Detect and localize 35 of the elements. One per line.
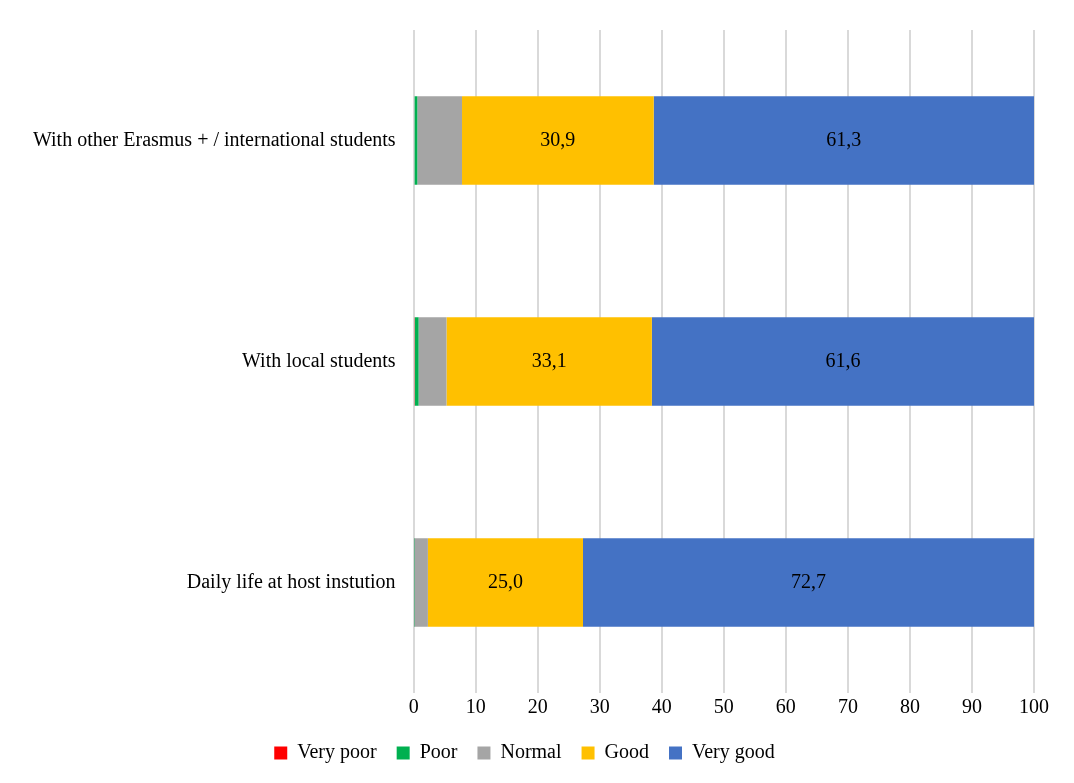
data-label: 25,0: [487, 569, 523, 592]
bar: [427, 538, 583, 627]
legend-label: Very good: [691, 740, 775, 764]
data-label: 72,7: [790, 569, 826, 592]
x-tick-label: 90: [961, 695, 982, 718]
x-tick-label: 70: [837, 695, 858, 718]
x-tick-label: 0: [408, 695, 419, 718]
data-label: 30,9: [540, 127, 576, 150]
bar: [651, 317, 1034, 406]
bar: [417, 96, 463, 185]
bar: [446, 317, 652, 406]
x-tick-label: 20: [527, 695, 548, 718]
x-tick-label: 30: [589, 695, 610, 718]
data-label: 61,6: [825, 348, 861, 371]
x-tick-label: 60: [775, 695, 796, 718]
legend-label: Normal: [500, 740, 562, 763]
y-tick-label: With other Erasmus + / international students: [32, 127, 396, 150]
x-tick-label: 40: [651, 695, 672, 718]
data-label: 33,1: [531, 348, 567, 371]
x-tick-label: 80: [899, 695, 920, 718]
x-tick-label: 10: [465, 695, 486, 718]
legend-label: Poor: [419, 740, 458, 763]
legend-label: Good: [604, 740, 649, 763]
bar: [418, 317, 447, 406]
x-tick-label: 50: [713, 695, 734, 718]
x-tick-label: 100: [1019, 695, 1049, 718]
bar: [414, 538, 428, 627]
legend-label: Very poor: [297, 740, 378, 764]
y-tick-label: Daily life at host instution: [186, 569, 396, 593]
bar: [582, 538, 1034, 627]
y-tick-label: With local students: [242, 348, 396, 371]
bar: [462, 96, 654, 185]
bar: [414, 317, 419, 406]
data-label: 61,3: [826, 127, 862, 150]
bar: [653, 96, 1034, 185]
